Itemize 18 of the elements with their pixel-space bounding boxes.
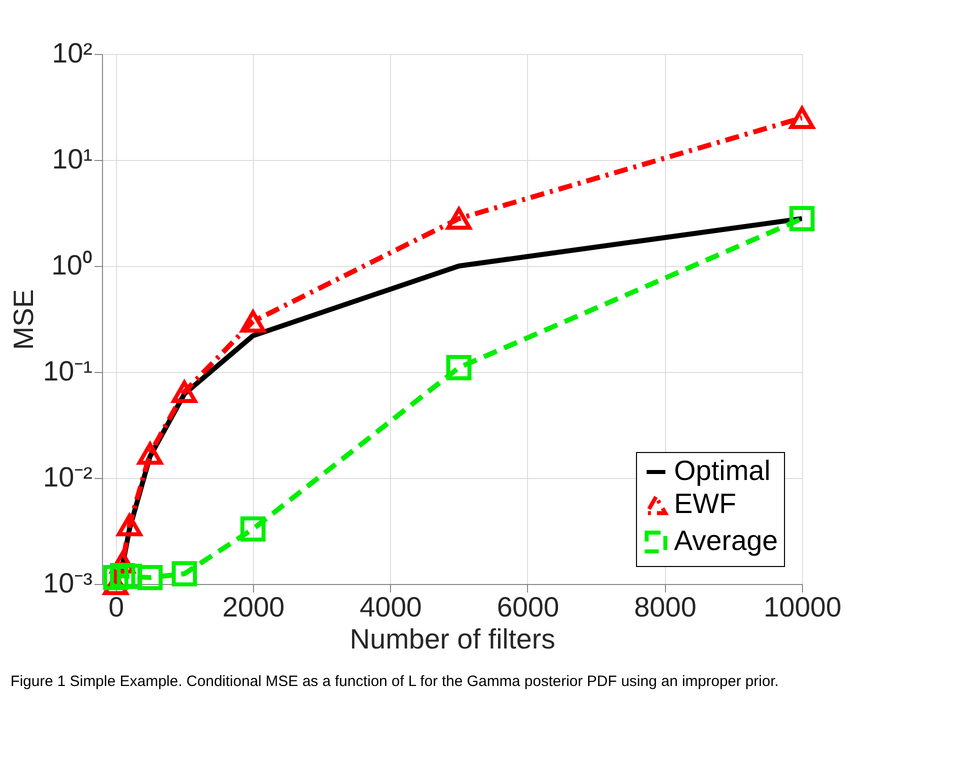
- y-axis-title: MSE: [8, 289, 40, 350]
- caption: Figure 1 Simple Example. Conditional MSE as a function of L for the Gamma posterior PDF using an improper prior.: [10, 673, 779, 690]
- x-tick-label: 6000: [496, 592, 560, 622]
- legend-label: Average: [674, 525, 778, 556]
- y-tick-label: 10⁻²: [43, 462, 92, 492]
- x-tick-label: 8000: [634, 592, 696, 622]
- y-tick-label: 10²: [52, 38, 92, 68]
- x-tick-label: 0: [108, 592, 124, 622]
- legend-label: EWF: [674, 488, 736, 519]
- y-tick-label: 10⁻¹: [43, 356, 92, 386]
- legend-label: Optimal: [674, 455, 770, 486]
- x-tick-label: 2000: [222, 592, 285, 622]
- x-tick-label: 10000: [764, 592, 842, 622]
- x-axis-title: Number of filters: [350, 624, 556, 654]
- x-tick-label: 4000: [360, 592, 422, 622]
- y-tick-label: 10⁰: [51, 250, 92, 280]
- y-tick-label: 10¹: [52, 144, 92, 174]
- y-tick-label: 10⁻³: [43, 568, 92, 598]
